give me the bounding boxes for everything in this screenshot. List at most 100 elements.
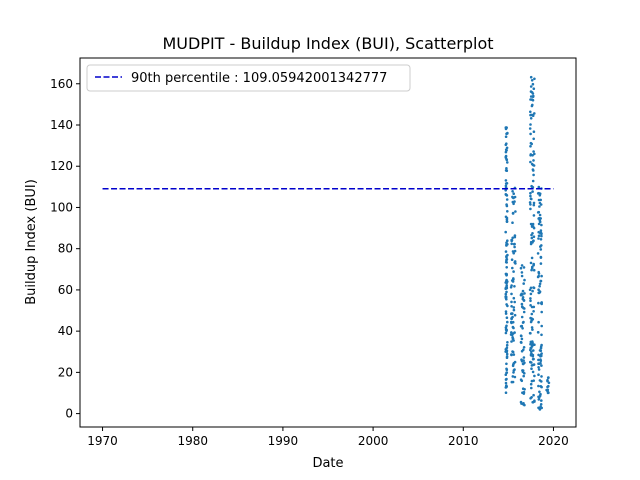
data-point bbox=[519, 400, 523, 404]
data-point bbox=[505, 132, 508, 136]
data-point bbox=[546, 379, 549, 383]
data-point bbox=[540, 343, 543, 347]
data-point bbox=[511, 266, 514, 270]
data-point bbox=[538, 194, 542, 197]
data-point bbox=[537, 234, 541, 238]
data-point bbox=[531, 363, 535, 367]
data-point bbox=[538, 349, 542, 352]
data-point bbox=[532, 310, 535, 313]
data-point bbox=[506, 304, 509, 308]
data-point bbox=[529, 207, 532, 211]
data-point bbox=[513, 285, 516, 288]
data-point bbox=[537, 222, 541, 226]
data-point bbox=[536, 331, 540, 334]
data-point bbox=[505, 316, 509, 320]
data-point bbox=[531, 168, 535, 171]
y-tick-label: 100 bbox=[50, 200, 73, 214]
data-point bbox=[511, 337, 515, 340]
data-point bbox=[530, 142, 533, 146]
data-point bbox=[529, 304, 532, 307]
data-point bbox=[504, 135, 508, 138]
data-point bbox=[522, 310, 526, 314]
data-point bbox=[511, 236, 514, 240]
data-point bbox=[532, 349, 535, 352]
data-point bbox=[505, 198, 509, 201]
data-point bbox=[504, 215, 508, 219]
data-point bbox=[528, 288, 532, 292]
data-point bbox=[505, 254, 508, 258]
data-point bbox=[529, 191, 532, 195]
y-tick-label: 0 bbox=[65, 407, 73, 421]
data-point bbox=[528, 127, 532, 130]
data-point bbox=[531, 370, 535, 374]
data-point bbox=[512, 242, 516, 246]
data-point bbox=[529, 154, 532, 157]
data-point bbox=[511, 250, 515, 253]
data-point bbox=[537, 384, 540, 388]
data-point bbox=[528, 201, 532, 204]
data-point bbox=[532, 150, 535, 153]
data-point bbox=[522, 346, 526, 349]
data-point bbox=[537, 185, 541, 189]
data-point bbox=[529, 382, 533, 386]
data-point bbox=[529, 286, 533, 290]
data-point bbox=[538, 282, 542, 286]
data-point bbox=[505, 167, 508, 170]
plot-frame bbox=[79, 57, 577, 428]
data-point bbox=[505, 203, 508, 206]
data-point bbox=[547, 391, 550, 395]
data-point bbox=[513, 200, 516, 203]
data-point bbox=[511, 325, 515, 329]
data-point bbox=[531, 340, 534, 343]
data-point bbox=[532, 87, 536, 90]
data-point bbox=[505, 290, 508, 294]
data-point bbox=[530, 326, 534, 329]
data-point bbox=[512, 277, 515, 280]
data-point bbox=[531, 92, 535, 95]
data-point bbox=[504, 150, 508, 154]
data-point bbox=[512, 371, 515, 374]
data-point bbox=[521, 296, 525, 299]
data-point bbox=[532, 239, 535, 243]
data-point bbox=[539, 245, 542, 248]
data-point bbox=[540, 380, 543, 383]
x-tick-label: 1980 bbox=[177, 434, 208, 448]
data-point bbox=[505, 142, 508, 145]
data-point bbox=[532, 393, 535, 397]
data-point bbox=[505, 352, 509, 356]
data-point bbox=[504, 148, 508, 151]
data-point bbox=[511, 221, 514, 224]
data-point bbox=[506, 341, 509, 344]
data-point bbox=[511, 350, 515, 354]
data-point bbox=[520, 379, 524, 383]
data-point bbox=[533, 343, 536, 347]
data-point bbox=[529, 132, 532, 136]
data-point bbox=[512, 296, 516, 300]
data-point bbox=[537, 191, 541, 195]
scatter-points bbox=[504, 75, 551, 411]
data-point bbox=[510, 331, 513, 334]
data-point bbox=[510, 317, 513, 320]
data-point bbox=[504, 179, 508, 182]
data-point bbox=[530, 361, 533, 364]
data-point bbox=[521, 289, 525, 293]
data-point bbox=[531, 179, 535, 183]
data-point bbox=[529, 320, 533, 324]
data-point bbox=[537, 358, 540, 362]
data-point bbox=[530, 396, 533, 399]
data-point bbox=[532, 268, 536, 272]
data-point bbox=[547, 384, 550, 388]
data-point bbox=[530, 266, 534, 270]
data-point bbox=[522, 282, 525, 285]
data-point bbox=[529, 145, 532, 148]
data-point bbox=[504, 381, 508, 385]
x-tick-label: 2010 bbox=[448, 434, 479, 448]
data-point bbox=[539, 262, 543, 265]
data-point bbox=[531, 190, 534, 193]
data-point bbox=[504, 189, 508, 192]
data-point bbox=[505, 285, 509, 289]
data-point bbox=[529, 160, 532, 164]
data-point bbox=[539, 405, 542, 408]
data-point bbox=[539, 238, 543, 241]
data-point bbox=[520, 305, 524, 309]
